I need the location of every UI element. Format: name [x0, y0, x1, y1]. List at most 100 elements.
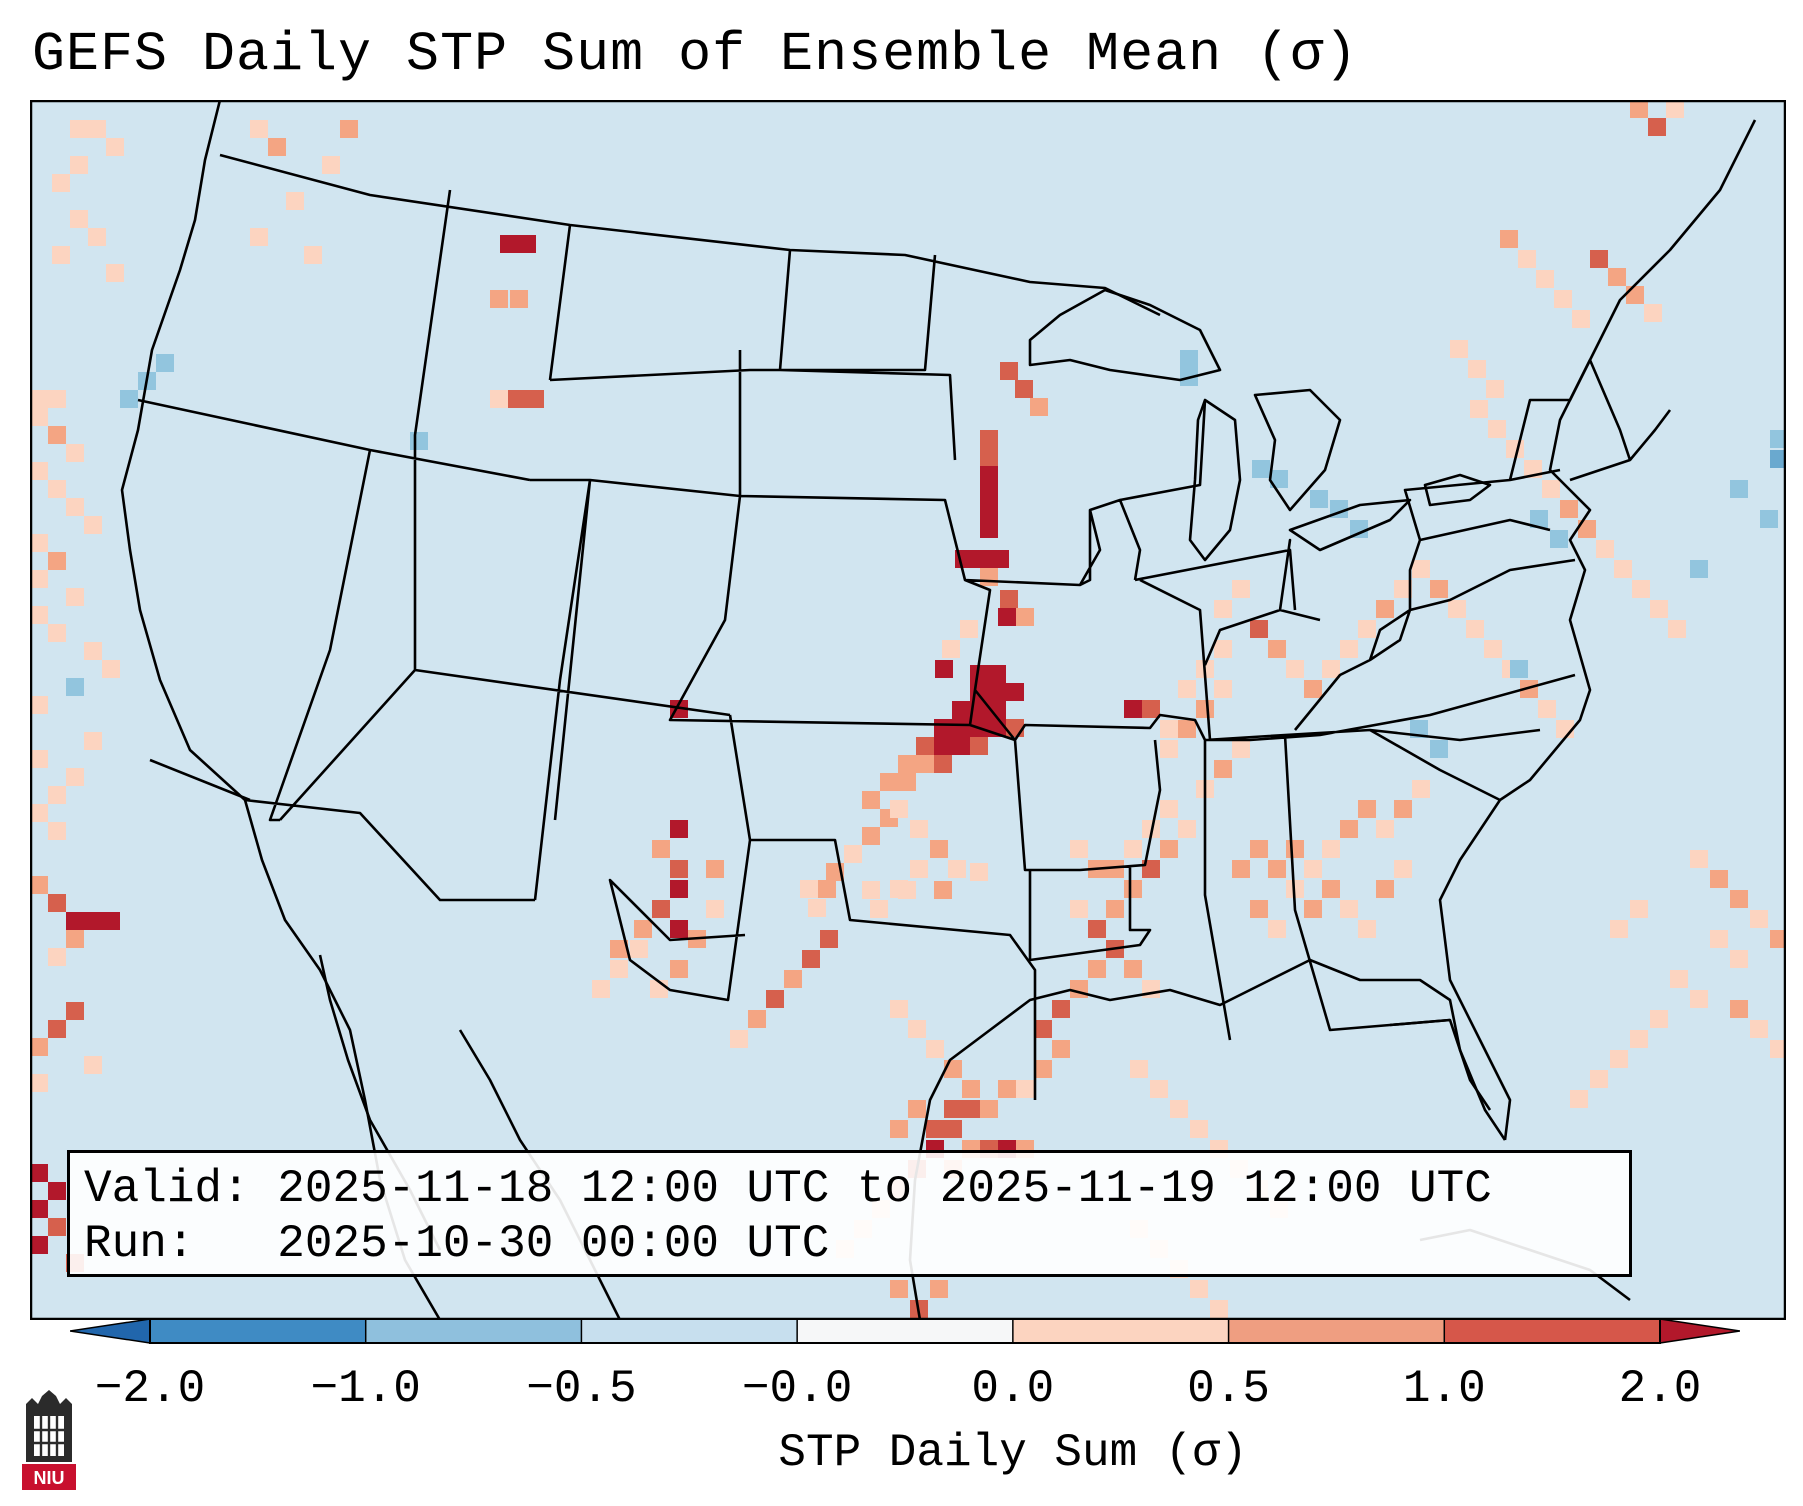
anomaly-cell	[652, 900, 670, 918]
anomaly-cell	[66, 444, 84, 462]
west-coastline	[120, 100, 442, 1320]
anomaly-cell	[30, 606, 48, 624]
anomaly-cell	[970, 701, 988, 719]
anomaly-cell	[84, 642, 102, 660]
anomaly-cell	[1160, 800, 1178, 818]
anomaly-cell	[952, 719, 970, 737]
anomaly-cell	[1730, 890, 1748, 908]
anomaly-cell	[1170, 1100, 1188, 1118]
anomaly-cell	[1644, 304, 1662, 322]
anomaly-cell	[1000, 362, 1018, 380]
anomaly-cell	[1610, 1050, 1628, 1068]
anomaly-cell	[706, 860, 724, 878]
anomaly-cell	[48, 1182, 66, 1200]
anomaly-cell	[508, 390, 526, 408]
anomaly-cell	[30, 462, 48, 480]
anomaly-cell	[998, 608, 1016, 626]
anomaly-cell	[1554, 290, 1572, 308]
gulf-coastline	[908, 958, 1507, 1320]
anomaly-cell	[1486, 380, 1504, 398]
anomaly-cell	[1006, 683, 1024, 701]
colorbar-bin	[1228, 1319, 1445, 1343]
anomaly-cell	[1106, 900, 1124, 918]
colorbar-tick-label: 2.0	[1618, 1363, 1702, 1415]
anomaly-cell	[670, 860, 688, 878]
anomaly-cell	[1340, 900, 1358, 918]
canada-border	[219, 153, 1161, 317]
anomaly-cell	[526, 390, 544, 408]
anomaly-cell	[1322, 880, 1340, 898]
anomaly-cell	[30, 1200, 48, 1218]
anomaly-cell	[84, 516, 102, 534]
anomaly-cell	[980, 448, 998, 466]
anomaly-cell	[890, 880, 908, 898]
anomaly-cell	[1178, 720, 1196, 738]
anomaly-cell	[890, 800, 908, 818]
anomaly-cell	[930, 840, 948, 858]
colorbar-tick-label: 0.5	[1187, 1363, 1270, 1415]
anomaly-cell	[1690, 560, 1708, 578]
colorbar-tick-label: −2.0	[94, 1363, 206, 1415]
anomaly-cell	[962, 1100, 980, 1118]
anomaly-cell	[1214, 680, 1232, 698]
anomaly-cell	[250, 228, 268, 246]
anomaly-cell	[1358, 800, 1376, 818]
lake-michigan	[1188, 398, 1242, 562]
anomaly-cell	[862, 881, 880, 899]
anomaly-cell	[1730, 1000, 1748, 1018]
anomaly-cell	[1750, 1020, 1768, 1038]
anomaly-cell	[1468, 360, 1486, 378]
anomaly-cell	[706, 900, 724, 918]
anomaly-cell	[52, 174, 70, 192]
anomaly-cell	[1770, 430, 1786, 448]
anomaly-cell	[970, 737, 988, 755]
anomaly-cell	[66, 678, 84, 696]
colorbar	[70, 1318, 1740, 1344]
anomaly-cell	[84, 912, 102, 930]
anomaly-cell	[934, 719, 952, 737]
anomaly-cell	[1570, 1090, 1588, 1108]
anomaly-cell	[1648, 118, 1666, 136]
anomaly-cell	[1304, 900, 1322, 918]
anomaly-cell	[30, 750, 48, 768]
anomaly-cell	[1550, 530, 1568, 548]
anomaly-cell	[980, 1100, 998, 1118]
anomaly-cell	[510, 290, 528, 308]
anomaly-cell	[1542, 480, 1560, 498]
anomaly-cell	[1052, 1000, 1070, 1018]
map-title: GEFS Daily STP Sum of Ensemble Mean (σ)	[32, 23, 1359, 86]
anomaly-cell	[66, 912, 84, 930]
anomaly-cell	[70, 156, 88, 174]
anomaly-cell	[1160, 840, 1178, 858]
anomaly-cell	[84, 1056, 102, 1074]
anomaly-cell	[304, 246, 322, 264]
anomaly-cell	[670, 960, 688, 978]
anomaly-cell	[952, 701, 970, 719]
colorbar-bin	[797, 1319, 1013, 1343]
anomaly-cell	[120, 390, 138, 408]
anomaly-cell	[1304, 680, 1322, 698]
anomaly-cell	[808, 899, 826, 917]
anomaly-cell	[1630, 900, 1648, 918]
anomaly-cell	[1630, 100, 1648, 118]
anomaly-cell	[1650, 1010, 1668, 1028]
anomaly-cell	[30, 1074, 48, 1092]
colorbar-bin	[1012, 1319, 1229, 1343]
anomaly-cell	[48, 1218, 66, 1236]
anomaly-cell	[862, 791, 880, 809]
anomaly-cell	[1015, 380, 1033, 398]
anomaly-cell	[66, 930, 84, 948]
anomaly-cell	[66, 498, 84, 516]
anomaly-cell	[1572, 310, 1590, 328]
anomaly-cell	[820, 930, 838, 948]
anomaly-cell	[1070, 980, 1088, 998]
anomaly-cell	[944, 1100, 962, 1118]
anomaly-cell	[908, 1100, 926, 1118]
colorbar-tick-label: −0.0	[741, 1363, 853, 1415]
florida-coastline	[1389, 1018, 1492, 1111]
anomaly-cell	[784, 970, 802, 988]
anomaly-cell	[1448, 600, 1466, 618]
anomaly-cell	[980, 502, 998, 520]
anomaly-cell	[1710, 870, 1728, 888]
anomaly-cell	[1770, 450, 1786, 468]
